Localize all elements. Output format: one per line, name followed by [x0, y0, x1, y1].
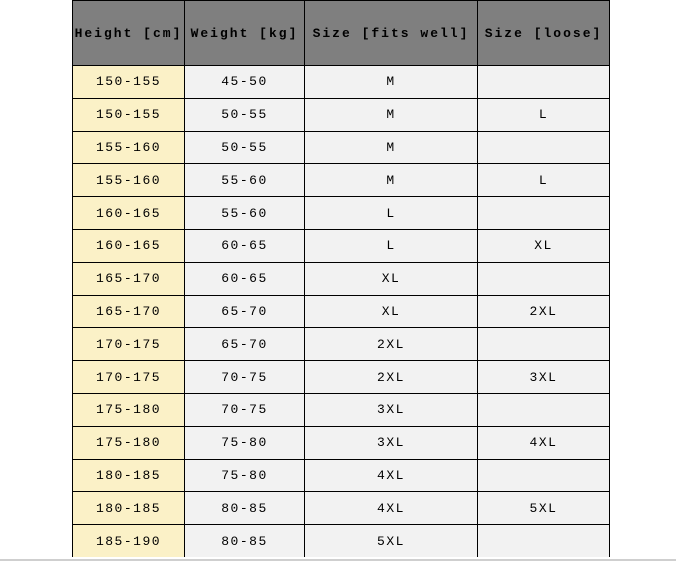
weight-cell: 50-55: [184, 97, 305, 132]
size-chart-table: Height [cm] Weight [kg] Size [fits well] Si…: [72, 0, 610, 557]
weight-cell: 60-65: [184, 261, 305, 296]
weight-cell: 50-55: [184, 130, 305, 165]
height-cell: 160-165: [72, 196, 185, 230]
size-loose-cell: [477, 65, 610, 99]
size-fits-cell: M: [304, 65, 478, 99]
weight-cell: 55-60: [184, 163, 305, 198]
size-loose-column-header: Size [loose]: [477, 0, 610, 66]
height-cell: 165-170: [72, 294, 185, 329]
table-row: 160-165 60-65 L XL: [72, 228, 610, 263]
size-fits-column-header: Size [fits well]: [304, 0, 478, 66]
weight-cell: 80-85: [184, 491, 305, 526]
height-cell: 170-175: [72, 360, 185, 394]
table-row: 150-155 45-50 M: [72, 65, 610, 99]
weight-cell: 45-50: [184, 65, 305, 99]
size-loose-cell: [477, 392, 610, 427]
height-cell: 155-160: [72, 130, 185, 165]
height-cell: 160-165: [72, 228, 185, 263]
weight-cell: 75-80: [184, 458, 305, 493]
weight-column-header: Weight [kg]: [184, 0, 305, 66]
size-fits-cell: M: [304, 97, 478, 132]
table-row: 155-160 55-60 M L: [72, 163, 610, 198]
size-loose-cell: [477, 458, 610, 493]
height-cell: 185-190: [72, 524, 185, 557]
height-cell: 165-170: [72, 261, 185, 296]
size-loose-cell: [477, 524, 610, 557]
size-loose-cell: 2XL: [477, 294, 610, 329]
height-cell: 155-160: [72, 163, 185, 198]
table-body: 150-155 45-50 M 150-155 50-55 M L 155-160 50-55 M…: [72, 65, 610, 557]
weight-cell: 80-85: [184, 524, 305, 557]
table-row: 165-170 60-65 XL: [72, 261, 610, 296]
size-fits-cell: M: [304, 130, 478, 165]
weight-cell: 55-60: [184, 196, 305, 230]
weight-cell: 70-75: [184, 360, 305, 394]
size-loose-cell: 4XL: [477, 425, 610, 460]
size-fits-cell: 4XL: [304, 458, 478, 493]
height-cell: 180-185: [72, 458, 185, 493]
size-loose-cell: L: [477, 163, 610, 198]
table-row: 180-185 80-85 4XL 5XL: [72, 491, 610, 526]
table-row: 150-155 50-55 M L: [72, 97, 610, 132]
height-cell: 175-180: [72, 392, 185, 427]
table-row: 165-170 65-70 XL 2XL: [72, 294, 610, 329]
weight-cell: 75-80: [184, 425, 305, 460]
bottom-divider: [0, 559, 676, 561]
table-row: 160-165 55-60 L: [72, 196, 610, 230]
size-fits-cell: L: [304, 196, 478, 230]
size-fits-cell: 3XL: [304, 425, 478, 460]
table-row: 155-160 50-55 M: [72, 130, 610, 165]
height-column-header: Height [cm]: [72, 0, 185, 66]
size-fits-cell: XL: [304, 294, 478, 329]
size-fits-cell: 2XL: [304, 327, 478, 362]
size-fits-cell: L: [304, 228, 478, 263]
size-fits-cell: 3XL: [304, 392, 478, 427]
size-loose-cell: [477, 196, 610, 230]
table-row: 170-175 70-75 2XL 3XL: [72, 360, 610, 394]
size-loose-cell: [477, 327, 610, 362]
size-loose-cell: [477, 261, 610, 296]
size-loose-cell: [477, 130, 610, 165]
size-loose-cell: 5XL: [477, 491, 610, 526]
table-row: 175-180 70-75 3XL: [72, 392, 610, 427]
height-cell: 150-155: [72, 65, 185, 99]
height-cell: 150-155: [72, 97, 185, 132]
table-header-row: Height [cm] Weight [kg] Size [fits well] Si…: [72, 0, 610, 66]
weight-cell: 60-65: [184, 228, 305, 263]
table-row: 170-175 65-70 2XL: [72, 327, 610, 362]
height-cell: 170-175: [72, 327, 185, 362]
table-row: 185-190 80-85 5XL: [72, 524, 610, 557]
weight-cell: 65-70: [184, 327, 305, 362]
table-row: 180-185 75-80 4XL: [72, 458, 610, 493]
weight-cell: 70-75: [184, 392, 305, 427]
table-row: 175-180 75-80 3XL 4XL: [72, 425, 610, 460]
size-fits-cell: 2XL: [304, 360, 478, 394]
size-loose-cell: XL: [477, 228, 610, 263]
table-header: Height [cm] Weight [kg] Size [fits well] Si…: [72, 0, 610, 66]
size-fits-cell: 4XL: [304, 491, 478, 526]
size-loose-cell: 3XL: [477, 360, 610, 394]
height-cell: 180-185: [72, 491, 185, 526]
height-cell: 175-180: [72, 425, 185, 460]
weight-cell: 65-70: [184, 294, 305, 329]
size-fits-cell: M: [304, 163, 478, 198]
size-fits-cell: 5XL: [304, 524, 478, 557]
size-fits-cell: XL: [304, 261, 478, 296]
size-loose-cell: L: [477, 97, 610, 132]
